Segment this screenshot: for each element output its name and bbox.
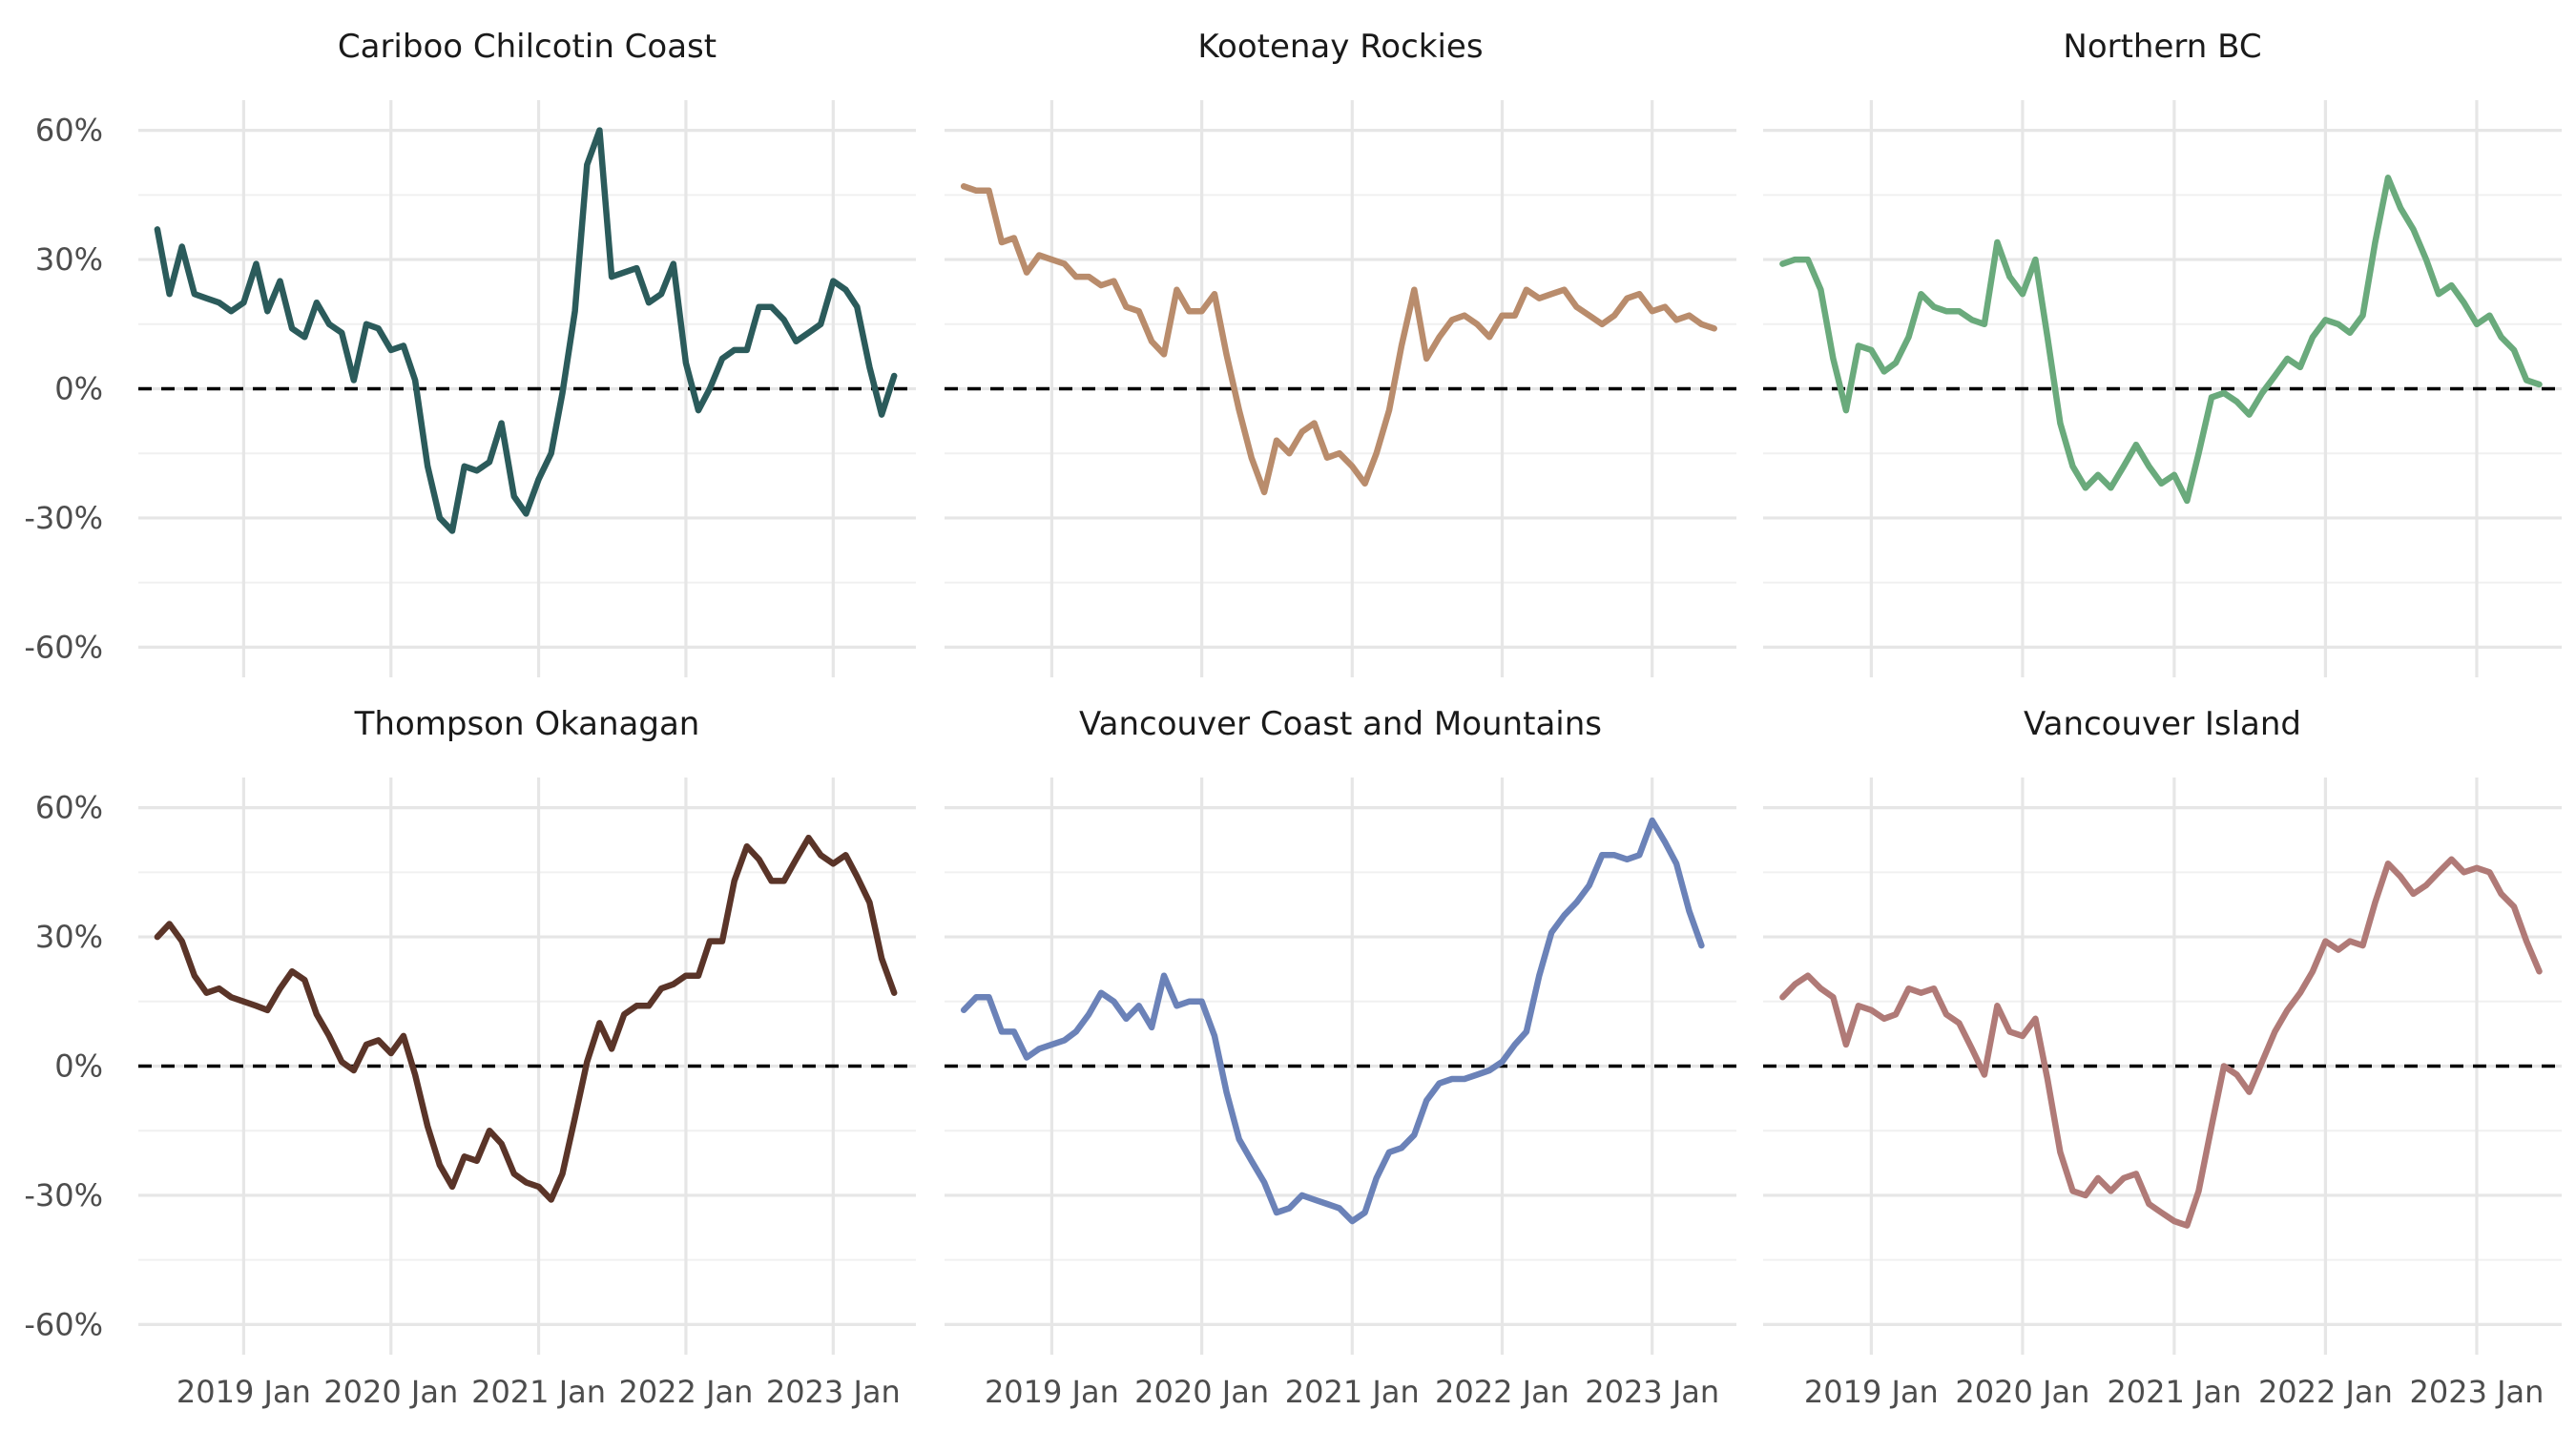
x-tick-label: 2021 Jan <box>471 1374 606 1410</box>
x-tick-label: 2019 Jan <box>985 1374 1119 1410</box>
x-tick-label: 2020 Jan <box>323 1374 458 1410</box>
y-tick-label: -60% <box>24 1306 103 1342</box>
series-line <box>154 834 898 1203</box>
panel-title: Kootenay Rockies <box>1197 28 1483 66</box>
y-tick-label: 0% <box>54 1048 103 1085</box>
series-line <box>960 183 1717 496</box>
x-tick-label: 2021 Jan <box>1285 1374 1420 1410</box>
panel-northern-bc: Northern BC <box>1763 28 2562 677</box>
panel-title: Cariboo Chilcotin Coast <box>338 28 717 66</box>
x-tick-label: 2021 Jan <box>2107 1374 2241 1410</box>
x-tick-label: 2023 Jan <box>2409 1374 2544 1410</box>
x-tick-label: 2022 Jan <box>618 1374 753 1410</box>
panel-thompson-okanagan: Thompson Okanagan -60% -30% 0% 30% 60% 2019 Ja… <box>24 705 916 1410</box>
x-tick-label: 2022 Jan <box>1435 1374 1569 1410</box>
y-tick-label: 60% <box>35 113 103 149</box>
x-tick-label: 2022 Jan <box>2258 1374 2393 1410</box>
y-tick-label: 30% <box>35 919 103 955</box>
panel-kootenay-rockies: Kootenay Rockies <box>945 28 1736 677</box>
y-tick-label: 0% <box>54 371 103 407</box>
x-tick-label: 2023 Jan <box>1585 1374 1719 1410</box>
series-line <box>154 127 898 534</box>
x-tick-label: 2023 Jan <box>766 1374 901 1410</box>
y-tick-label: -30% <box>24 1177 103 1213</box>
y-tick-label: -60% <box>24 629 103 665</box>
y-tick-label: -30% <box>24 500 103 536</box>
panel-title: Northern BC <box>2063 28 2261 66</box>
panel-vancouver-coast-and-mountains: Vancouver Coast and Mountains 2019 Jan 202… <box>945 705 1736 1410</box>
series-line <box>1779 856 2543 1229</box>
panel-cariboo-chilcotin-coast: Cariboo Chilcotin Coast -60% -30% 0% 30% 60% <box>24 28 916 677</box>
series-line <box>1779 175 2543 505</box>
y-tick-label: 30% <box>35 241 103 278</box>
panel-vancouver-island: Vancouver Island 2019 Jan 2020 Jan 2021 Jan… <box>1763 705 2562 1410</box>
series-line <box>960 817 1705 1225</box>
x-tick-label: 2020 Jan <box>1955 1374 2089 1410</box>
panel-title: Vancouver Coast and Mountains <box>1079 705 1602 743</box>
panel-title: Vancouver Island <box>2024 705 2301 743</box>
panel-title: Thompson Okanagan <box>354 705 700 743</box>
x-tick-label: 2019 Jan <box>1804 1374 1939 1410</box>
x-tick-label: 2019 Jan <box>177 1374 311 1410</box>
y-tick-label: 60% <box>35 790 103 826</box>
x-tick-label: 2020 Jan <box>1134 1374 1269 1410</box>
